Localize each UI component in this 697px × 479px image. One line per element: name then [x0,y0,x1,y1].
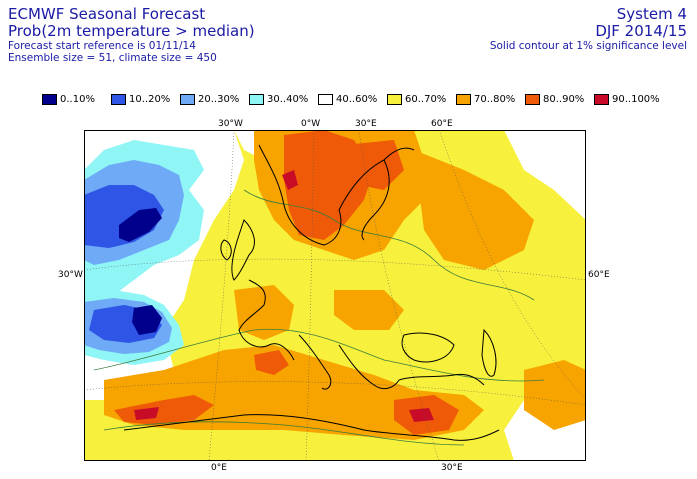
legend-swatch [525,94,540,105]
legend-item: 0..10% [42,94,111,105]
coastline-scandinavia [258,144,415,246]
band-70-80-iberia [234,285,294,340]
legend-label: 0..10% [60,94,95,105]
legend-swatch [456,94,471,105]
lon-label-60e-right: 60°E [588,270,610,280]
legend-swatch [387,94,402,105]
legend-label: 60..70% [405,94,447,105]
legend-swatch [111,94,126,105]
band-80-90-italy [254,350,289,375]
graticule-line [208,130,235,461]
legend-item: 30..40% [249,94,318,105]
coastlines [123,144,500,441]
legend-label: 70..80% [474,94,516,105]
legend-label: 80..90% [543,94,585,105]
legend-swatch [318,94,333,105]
legend-item: 60..70% [387,94,456,105]
graticule [84,130,586,461]
legend-label: 20..30% [198,94,240,105]
coastline-north-africa [123,414,500,441]
lon-label-0e-bottom: 0°E [211,463,227,473]
probability-map-svg [84,130,586,461]
significance-contour [243,189,535,301]
legend-item: 20..30% [180,94,249,105]
band-90-100-north [282,170,298,190]
ensemble-size-text: Ensemble size = 51, climate size = 450 [8,52,217,64]
band-70-80-far-east [524,360,586,430]
forecast-start-text: Forecast start reference is 01/11/14 [8,40,196,52]
band-70-80-east [414,150,534,270]
lon-label-30w-top: 30°W [218,119,243,129]
legend-item: 70..80% [456,94,525,105]
lon-label-60e-top: 60°E [431,119,453,129]
legend-label: 90..100% [612,94,660,105]
coastline-caspian [481,328,497,377]
coastline-ireland [220,239,232,261]
legend-swatch [42,94,57,105]
band-90-100-africa [134,407,159,420]
forecast-map [84,130,586,461]
legend-swatch [180,94,195,105]
band-0-10-mid [132,305,162,335]
legend-label: 40..60% [336,94,378,105]
legend-label: 30..40% [267,94,309,105]
lon-label-30w-left: 30°W [58,270,83,280]
title-line-2: Prob(2m temperature > median) [8,22,255,40]
legend-swatch [249,94,264,105]
legend: 0..10% 10..20% 20..30% 30..40% 40..60% 6… [42,94,663,105]
legend-item: 40..60% [318,94,387,105]
system-label: System 4 [616,5,687,23]
lon-label-0w-top: 0°W [301,119,321,129]
band-90-100-libya [409,408,434,422]
coastline-british-isles [231,219,255,281]
band-70-80-central [334,290,404,330]
header-right: System 4 DJF 2014/15 Solid contour at 1%… [489,5,687,53]
legend-item: 10..20% [111,94,180,105]
graticule-line [358,130,440,461]
legend-swatch [594,94,609,105]
coastline-balkans [338,344,400,390]
coastline-finland [361,159,390,241]
graticule-line [84,258,586,281]
map-frame [84,130,586,461]
period-label: DJF 2014/15 [595,22,687,40]
significance-contour [103,421,465,446]
legend-label: 10..20% [129,94,171,105]
graticule-line [305,130,315,461]
header-left: ECMWF Seasonal Forecast Prob(2m temperat… [8,5,255,65]
band-0-10-north [119,208,162,242]
graticule-line [84,381,586,406]
significance-note: Solid contour at 1% significance level [489,40,687,52]
lon-label-30e-top: 30°E [355,119,377,129]
band-40-60-east [504,130,586,220]
legend-item: 80..90% [525,94,594,105]
coastline-turkey [398,373,485,386]
coastline-western-europe [238,279,295,361]
legend-item: 90..100% [594,94,663,105]
lon-label-30e-bottom: 30°E [441,463,463,473]
title-line-1: ECMWF Seasonal Forecast [8,5,206,23]
coastline-italy [298,334,332,390]
significance-contour [93,328,545,382]
coastline-black-sea [401,332,455,363]
